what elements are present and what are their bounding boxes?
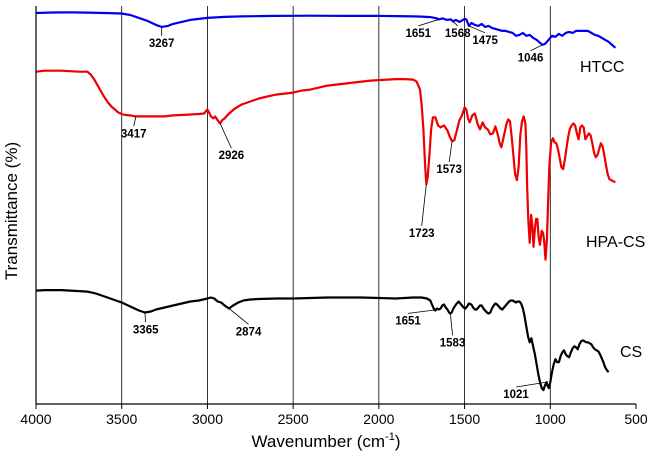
annotation-leader [418, 19, 439, 27]
x-tick-label: 3500 [106, 411, 137, 427]
series-label-hpa-cs: HPA-CS [586, 234, 645, 251]
x-axis-title-text: Wavenumber (cm [252, 432, 386, 451]
series-line-htcc [35, 11, 617, 49]
peak-label: 1568 [445, 28, 471, 40]
peak-label: 1651 [395, 315, 421, 327]
axes: 4000 3500 3000 2500 2000 1500 1000 500 [20, 6, 648, 427]
series-label-cs: CS [620, 344, 642, 361]
series-layer [35, 11, 617, 392]
x-tick-label: 1500 [449, 411, 480, 427]
peak-label: 1021 [503, 389, 529, 401]
series-labels: HTCC HPA-CS CS [580, 59, 645, 361]
x-axis-title-sup: -1 [385, 431, 395, 443]
peak-label: 3417 [121, 128, 147, 140]
x-tick-label: 2000 [363, 411, 394, 427]
series-line-cs [35, 289, 610, 392]
peak-label: 1046 [518, 53, 544, 65]
x-tick-label: 500 [624, 411, 648, 427]
x-ticks: 4000 3500 3000 2500 2000 1500 1000 500 [20, 404, 648, 427]
peak-label: 3267 [149, 38, 175, 50]
annotation-leader [530, 44, 543, 52]
annotation-leader [144, 312, 147, 323]
series-label-htcc: HTCC [580, 59, 624, 76]
annotation-leader [407, 309, 439, 314]
x-tick-label: 1000 [535, 411, 566, 427]
peak-label: 1651 [405, 28, 431, 40]
peak-label: 2926 [219, 150, 245, 162]
peak-label: 1583 [440, 337, 466, 349]
annotation-leader [219, 123, 232, 149]
x-axis-title: Wavenumber (cm-1) [252, 431, 401, 451]
annotation-leader [421, 184, 427, 226]
gridlines [121, 6, 551, 404]
peak-label: 1475 [472, 35, 498, 47]
peak-label: 1573 [436, 164, 462, 176]
series-line-hpa-cs [35, 69, 616, 261]
annotation-leader [515, 381, 547, 388]
annotation-leader [228, 308, 249, 325]
y-axis-title: Transmittance (%) [2, 142, 21, 280]
annotation-leader [452, 21, 458, 27]
x-tick-label: 4000 [20, 411, 51, 427]
annotation-leader [468, 25, 486, 34]
annotation-leader [448, 141, 453, 163]
peak-label: 1723 [409, 228, 435, 240]
annotation-leader [133, 116, 137, 127]
x-tick-label: 3000 [192, 411, 223, 427]
x-axis-title-close: ) [395, 432, 401, 451]
annotation-leader [449, 313, 453, 336]
peak-label: 3365 [133, 324, 159, 336]
peak-label: 2874 [236, 326, 262, 338]
x-tick-label: 2500 [278, 411, 309, 427]
